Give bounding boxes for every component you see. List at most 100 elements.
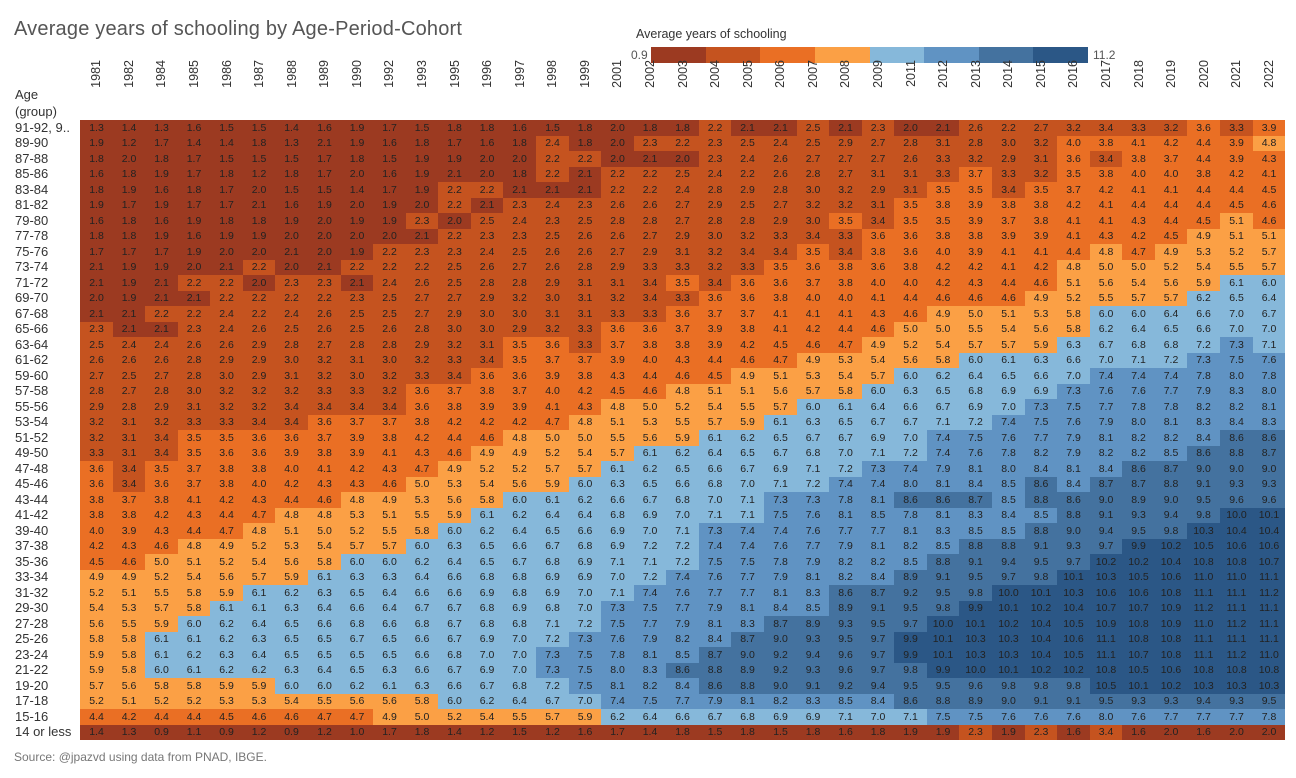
- heatmap-cell: 1.8: [503, 136, 536, 151]
- heatmap-cell: 7.7: [829, 523, 862, 539]
- heatmap-cell: 2.4: [699, 167, 731, 182]
- heatmap-cell: 7.3: [1057, 384, 1090, 399]
- heatmap-cell: 4.6: [1025, 275, 1057, 291]
- heatmap-cell: 2.8: [503, 275, 536, 291]
- heatmap-cell: 3.3: [731, 260, 764, 275]
- column-label: 1981: [89, 60, 104, 88]
- column-label: 1984: [154, 60, 169, 88]
- heatmap-cell: 7.0: [601, 570, 634, 585]
- heatmap-cell: 3.5: [927, 182, 959, 198]
- heatmap-cell: 2.0: [113, 151, 145, 167]
- heatmap-cell: 8.3: [797, 585, 829, 601]
- heatmap-cell: 3.7: [308, 430, 341, 446]
- heatmap-cell: 3.4: [145, 446, 178, 461]
- heatmap-cell: 9.7: [1057, 554, 1090, 570]
- legend-swatch: [869, 47, 925, 63]
- heatmap-cell: 2.7: [862, 136, 894, 151]
- heatmap-cell: 6.4: [373, 601, 406, 616]
- heatmap-cell: 9.8: [1187, 508, 1220, 523]
- heatmap-cell: 3.1: [536, 306, 569, 322]
- heatmap-cell: 3.3: [992, 167, 1025, 182]
- heatmap-cell: 9.3: [797, 663, 829, 678]
- heatmap-cell: 1.8: [731, 725, 764, 740]
- heatmap-cell: 9.7: [862, 647, 894, 663]
- heatmap-cell: 4.6: [894, 306, 927, 322]
- heatmap-cell: 3.8: [113, 508, 145, 523]
- heatmap-cell: 10.0: [927, 616, 959, 632]
- heatmap-cell: 5.4: [471, 477, 503, 492]
- heatmap-cell: 3.4: [438, 368, 471, 384]
- heatmap-cell: 5.8: [1057, 306, 1090, 322]
- heatmap-cell: 3.1: [113, 446, 145, 461]
- legend-title: Average years of schooling: [636, 27, 787, 41]
- heatmap-cell: 3.3: [1220, 120, 1253, 136]
- heatmap-cell: 6.2: [1090, 322, 1122, 337]
- heatmap-cell: 1.9: [341, 213, 373, 229]
- heatmap-cell: 4.1: [1057, 213, 1090, 229]
- heatmap-cell: 7.0: [894, 430, 927, 446]
- heatmap-cell: 10.5: [1122, 663, 1155, 678]
- heatmap-cell: 8.2: [829, 554, 862, 570]
- heatmap-cell: 2.3: [471, 229, 503, 244]
- heatmap-cell: 10.3: [1090, 570, 1122, 585]
- heatmap-cell: 5.8: [80, 632, 113, 647]
- heatmap-cell: 4.3: [959, 275, 992, 291]
- heatmap-cell: 2.1: [178, 291, 210, 306]
- heatmap-cell: 8.7: [959, 492, 992, 508]
- heatmap-cell: 3.6: [731, 275, 764, 291]
- heatmap-cell: 6.6: [406, 663, 438, 678]
- row-label: 23-24: [15, 646, 49, 662]
- heatmap-cell: 9.1: [1090, 508, 1122, 523]
- heatmap-cell: 9.2: [829, 678, 862, 694]
- heatmap-cell: 1.7: [373, 725, 406, 740]
- heatmap-cell: 8.1: [927, 477, 959, 492]
- heatmap-cell: 9.5: [959, 570, 992, 585]
- heatmap-cell: 7.8: [1155, 399, 1187, 415]
- heatmap-cell: 3.6: [145, 477, 178, 492]
- heatmap-cell: 2.2: [210, 291, 243, 306]
- heatmap-cell: 5.3: [829, 353, 862, 368]
- heatmap-cell: 4.8: [308, 508, 341, 523]
- heatmap-cell: 2.9: [243, 353, 275, 368]
- heatmap-cell: 2.4: [145, 337, 178, 353]
- heatmap-cell: 6.1: [536, 492, 569, 508]
- heatmap-cell: 1.4: [178, 136, 210, 151]
- heatmap-cell: 10.2: [1025, 601, 1057, 616]
- heatmap-cell: 8.0: [1220, 368, 1253, 384]
- heatmap-cell: 7.8: [894, 508, 927, 523]
- heatmap-cell: 1.4: [80, 725, 113, 740]
- heatmap-cell: 6.7: [699, 709, 731, 725]
- heatmap-cell: 2.2: [145, 306, 178, 322]
- heatmap-cell: 6.5: [1155, 322, 1187, 337]
- heatmap-cell: 2.8: [341, 337, 373, 353]
- heatmap-cell: 2.0: [438, 213, 471, 229]
- heatmap-cell: 10.5: [1090, 678, 1122, 694]
- heatmap-cell: 6.9: [569, 570, 601, 585]
- heatmap-cell: 3.8: [373, 430, 406, 446]
- heatmap-cell: 7.2: [666, 554, 699, 570]
- heatmap-cell: 9.9: [1122, 539, 1155, 554]
- heatmap-cell: 6.2: [1187, 291, 1220, 306]
- heatmap-cell: 1.3: [113, 725, 145, 740]
- heatmap-cell: 6.7: [536, 694, 569, 709]
- heatmap-cell: 7.5: [569, 663, 601, 678]
- heatmap-cell: 7.6: [1057, 709, 1090, 725]
- heatmap-cell: 2.8: [373, 337, 406, 353]
- heatmap-cell: 1.7: [308, 151, 341, 167]
- heatmap-cell: 2.5: [797, 120, 829, 136]
- heatmap-cell: 5.2: [80, 585, 113, 601]
- heatmap-cell: 6.4: [373, 585, 406, 601]
- heatmap-cell: 2.8: [894, 136, 927, 151]
- heatmap-cell: 6.9: [471, 585, 503, 601]
- heatmap-cell: 4.9: [438, 461, 471, 477]
- legend-swatch: [814, 47, 870, 63]
- heatmap-cell: 3.1: [862, 198, 894, 213]
- heatmap-cell: 3.3: [80, 446, 113, 461]
- heatmap-cell: 4.5: [699, 368, 731, 384]
- heatmap-cell: 6.1: [699, 430, 731, 446]
- heatmap-cell: 8.1: [1057, 461, 1090, 477]
- heatmap-cell: 3.5: [829, 213, 862, 229]
- heatmap-cell: 11.0: [1253, 647, 1285, 663]
- heatmap-cell: 6.2: [731, 430, 764, 446]
- heatmap-cell: 3.2: [210, 384, 243, 399]
